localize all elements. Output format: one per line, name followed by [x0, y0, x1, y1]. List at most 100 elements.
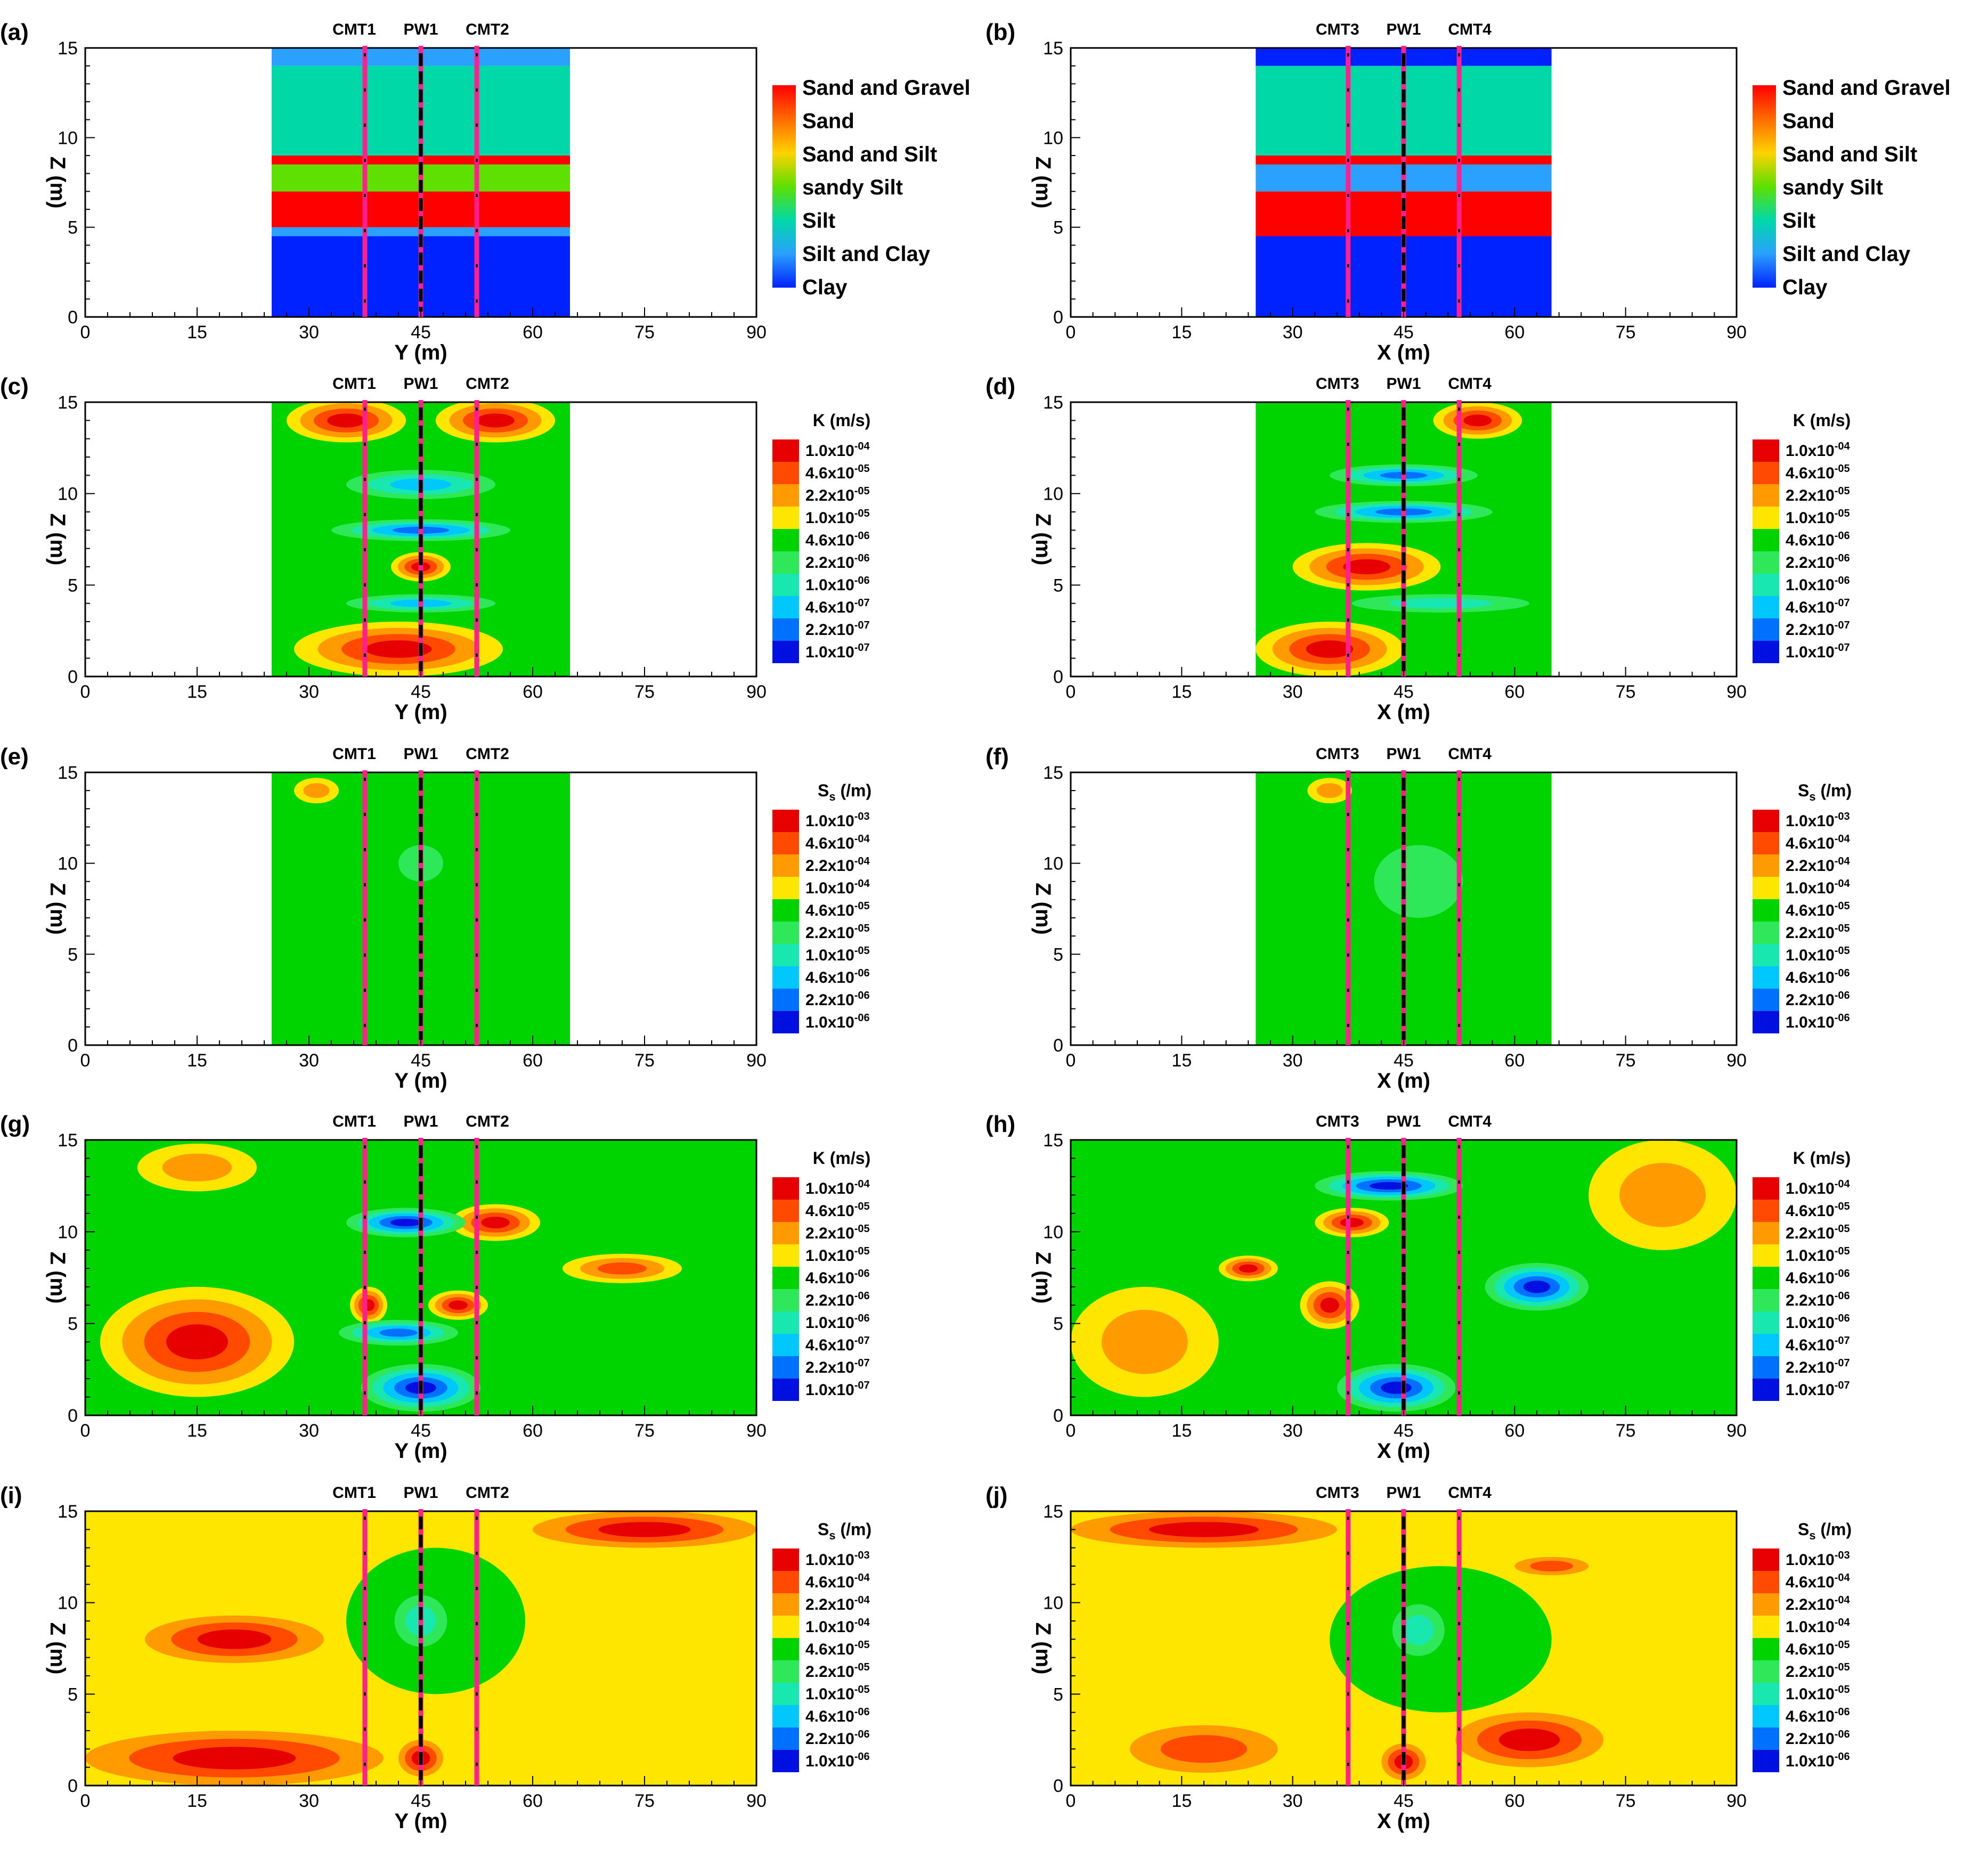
legend-title-unit: (/m)	[1816, 1520, 1852, 1539]
contour-8-3	[597, 1262, 647, 1275]
x-tick-label: 30	[299, 1050, 319, 1071]
y-tick-label: 10	[58, 484, 78, 504]
x-tick-label: 60	[523, 682, 543, 702]
x-axis-label: Y (m)	[394, 1069, 447, 1093]
legend-exponent: -06	[1835, 1751, 1850, 1763]
legend-swatch	[1753, 1200, 1779, 1222]
x-tick-label: 15	[187, 1421, 207, 1441]
panel-f: (f) CMT3 PW1 CMT4 0 15 30 45 60 75 90 X (m) 0 5 10 15 Z …	[985, 744, 1852, 1093]
legend-swatch	[772, 551, 799, 574]
well-label: CMT2	[466, 1113, 509, 1130]
legend-entry: Sand	[1782, 109, 1835, 133]
panel-label: (b)	[985, 19, 1015, 45]
legend-swatch	[772, 1356, 799, 1379]
legend-mantissa: 4.6x10	[805, 464, 854, 482]
legend-exponent: -06	[854, 530, 870, 542]
y-axis: 0 5 10 15 Z (m)	[46, 763, 95, 1056]
contour-1-2	[303, 783, 330, 798]
legend-swatch	[772, 529, 799, 551]
legend-mantissa: 2.2x10	[1786, 1730, 1835, 1748]
panel-g: (g) CMT1 PW1 CMT2 0 15 30 45 60 75 90 Y (m) 0 5 10 15 Z …	[0, 1111, 870, 1463]
legend-exponent: -06	[854, 1729, 870, 1740]
y-axis-label: Z (m)	[1031, 1623, 1055, 1675]
legend: K (m/s)1.0x10-044.6x10-052.2x10-051.0x10…	[1753, 411, 1851, 663]
legend-entry: 1.0x10-06	[1786, 575, 1850, 594]
legend-entry: 4.6x10-05	[1786, 463, 1850, 482]
legend-entry: 2.2x10-07	[1786, 1357, 1850, 1376]
legend-swatch	[772, 877, 799, 899]
legend-exponent: -04	[1835, 1617, 1851, 1628]
legend-entry: 4.6x10-06	[1786, 1268, 1850, 1287]
legend-entry: 1.0x10-07	[1786, 1380, 1850, 1399]
x-tick-label: 0	[80, 1791, 91, 1811]
contour-3-4	[449, 1300, 468, 1310]
legend-entry: 4.6x10-04	[805, 833, 870, 852]
legend-entry: 1.0x10-06	[805, 1012, 870, 1031]
legend-swatch	[772, 1616, 799, 1638]
y-tick-label: 5	[1053, 944, 1063, 965]
legend-exponent: -04	[1835, 1594, 1851, 1606]
legend-entry: 2.2x10-06	[805, 1290, 870, 1309]
x-tick-label: 30	[1283, 1421, 1303, 1441]
contour-5-5	[1370, 1182, 1408, 1190]
legend-mantissa: 4.6x10	[805, 1269, 854, 1287]
well-label: CMT4	[1448, 1113, 1492, 1130]
panel-e: (e) CMT1 PW1 CMT2 0 15 30 45 60 75 90 Y (m) 0 5 10 15 Z …	[0, 744, 871, 1093]
x-tick-label: 75	[1616, 1791, 1636, 1811]
legend-mantissa: 4.6x10	[1786, 1574, 1835, 1591]
x-tick-label: 60	[1504, 1421, 1525, 1441]
x-tick-label: 0	[1066, 1791, 1076, 1811]
x-tick-label: 75	[1616, 1050, 1636, 1071]
legend-entry: 2.2x10-06	[1786, 552, 1850, 572]
y-tick-label: 15	[1043, 1502, 1063, 1522]
legend-exponent: -04	[854, 441, 870, 452]
legend-mantissa: 4.6x10	[805, 1641, 854, 1658]
x-tick-label: 90	[1726, 1791, 1747, 1811]
legend-mantissa: 1.0x10	[1786, 812, 1835, 830]
x-tick-label: 60	[523, 322, 543, 343]
legend-exponent: -06	[854, 1706, 870, 1718]
x-tick-label: 90	[1726, 1050, 1747, 1071]
panel-label: (d)	[985, 373, 1015, 400]
y-tick-label: 10	[58, 1222, 78, 1242]
legend-mantissa: 2.2x10	[1786, 1292, 1835, 1309]
contour-6-5	[1381, 1381, 1412, 1394]
well-label: CMT1	[332, 375, 376, 393]
x-tick-label: 0	[80, 682, 91, 702]
legend-entry: Silt	[802, 209, 835, 233]
legend-exponent: -05	[854, 923, 870, 934]
legend-entry: 4.6x10-05	[1786, 1201, 1850, 1220]
x-tick-label: 0	[1066, 682, 1076, 702]
legend-mantissa: 1.0x10	[1786, 1618, 1835, 1636]
legend-exponent: -06	[854, 1290, 870, 1302]
y-axis: 0 5 10 15 Z (m)	[1031, 38, 1080, 328]
legend-swatch	[772, 1011, 799, 1033]
legend-entry: 1.0x10-03	[805, 1550, 870, 1569]
legend-swatch	[772, 462, 799, 484]
panel-label: (e)	[0, 744, 29, 770]
legend-exponent: -05	[854, 463, 870, 475]
legend-entry: 1.0x10-04	[805, 878, 870, 897]
legend-swatch	[772, 1200, 799, 1222]
legend-entry: 1.0x10-04	[1786, 441, 1851, 460]
legend-entry: 1.0x10-04	[1786, 1617, 1851, 1636]
legend-title: Ss (/m)	[818, 781, 871, 803]
legend-exponent: -06	[1835, 990, 1850, 1001]
contour-4-4	[1239, 1264, 1258, 1273]
legend-entry: sandy Silt	[802, 176, 903, 199]
contour-1-3	[197, 1629, 272, 1649]
y-axis-label: Z (m)	[46, 157, 69, 209]
legend-mantissa: 4.6x10	[1786, 835, 1835, 852]
legend-exponent: -06	[854, 1751, 870, 1763]
legend-swatch	[1753, 641, 1779, 663]
x-axis: 0 15 30 45 60 75 90 X (m)	[1066, 667, 1747, 724]
legend-swatch	[772, 1334, 799, 1356]
x-tick-label: 45	[1394, 322, 1414, 343]
legend-entry: 2.2x10-05	[805, 1223, 870, 1242]
legend-entry: 1.0x10-04	[1786, 1178, 1851, 1197]
y-tick-label: 5	[1053, 575, 1063, 596]
x-tick-label: 75	[634, 322, 655, 343]
legend-mantissa: 1.0x10	[805, 1180, 854, 1197]
y-tick-label: 0	[1053, 1406, 1063, 1426]
legend-swatch	[772, 1683, 799, 1705]
